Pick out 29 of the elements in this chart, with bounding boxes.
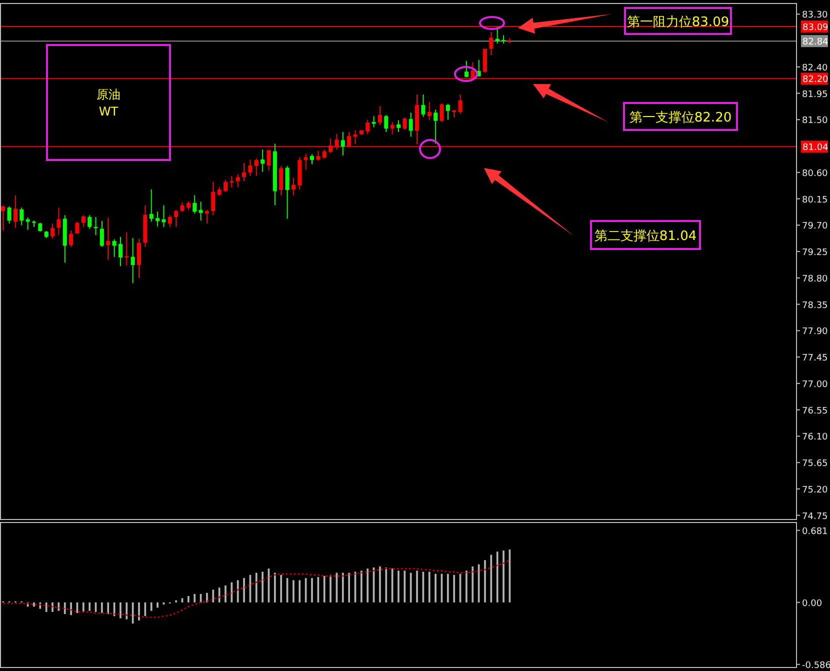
ref-line-label: 82.84 [802,38,829,48]
y-tick-label: 0.00 [802,598,822,609]
y-tick-label: 77.90 [802,327,828,338]
ref-line-label: 83.09 [802,22,829,33]
ref-line-label: 81.04 [802,143,829,154]
y-tick-label: 81.50 [802,116,828,126]
y-tick-label: 81.95 [802,90,828,100]
y-tick-label: 75.20 [802,485,828,496]
y-tick-label: 82.40 [802,63,828,74]
y-tick-label: 78.80 [802,274,828,284]
y-tick-label: 80.15 [802,195,828,206]
y-tick-label: 74.75 [802,512,828,522]
annotation: 第二支撑位81.04 [594,228,697,244]
annotation: 第一支撑位82.20 [629,110,732,126]
y-tick-label: 76.10 [802,432,828,443]
y-tick-label: 78.35 [802,300,828,311]
annotation: 原油 WT [96,88,120,118]
y-tick-label: 75.65 [802,459,828,470]
y-tick-label: 77.00 [802,380,828,390]
y-tick-label: 83.30 [802,10,828,21]
y-tick-label: 77.45 [802,354,828,364]
y-tick-label: 80.60 [802,168,828,179]
y-tick-label: 79.25 [802,248,828,258]
ref-line-label: 82.20 [802,75,829,86]
annotation: 第一阻力位83.09 [626,14,730,30]
line-series [2,559,510,618]
y-tick-label: 76.55 [802,406,828,416]
y-tick-label: 79.70 [802,222,828,232]
y-tick-label: 0.681 [802,526,828,537]
